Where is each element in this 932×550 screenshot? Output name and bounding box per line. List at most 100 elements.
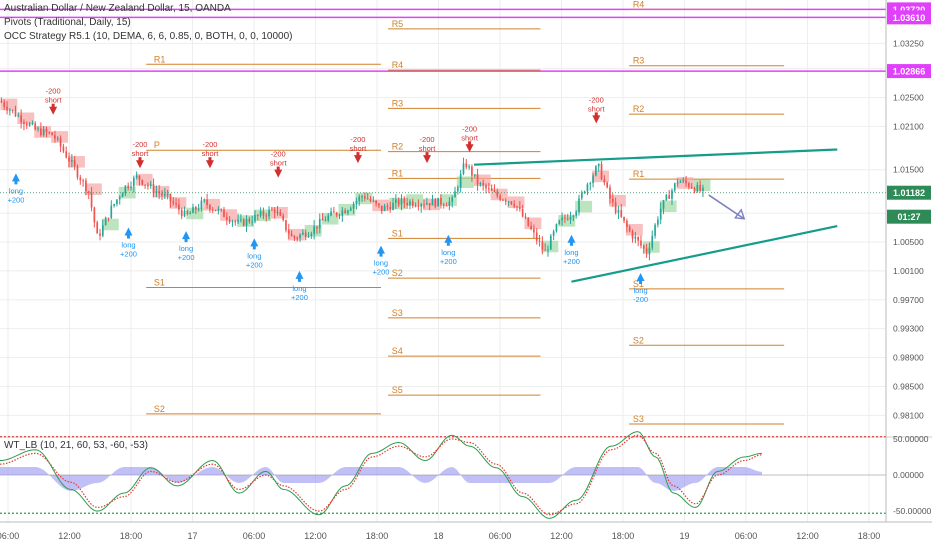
candle-body	[592, 175, 594, 184]
candle-body	[93, 207, 96, 223]
candle-body	[451, 197, 454, 202]
candle-body	[223, 209, 225, 218]
candle-body	[217, 209, 220, 211]
trendline[interactable]	[571, 225, 838, 283]
candle-body	[62, 146, 65, 152]
candle-body	[347, 210, 349, 214]
candle-body	[324, 220, 327, 222]
long-arrow-icon	[250, 238, 259, 247]
candle-body	[25, 123, 28, 126]
trendlines[interactable]	[473, 148, 838, 283]
candle-body	[304, 232, 307, 238]
candle-body	[333, 211, 335, 213]
strategy-zone	[524, 217, 542, 230]
candle-body	[648, 247, 651, 255]
price-tick-label: 1.02500	[893, 93, 924, 103]
candle-body	[299, 234, 301, 239]
candle-body	[90, 192, 93, 208]
candle-body	[203, 199, 206, 201]
candle-body	[11, 109, 14, 111]
candle-body	[378, 203, 380, 206]
candle-body	[172, 201, 175, 204]
strategy-zone	[439, 194, 457, 206]
strategy-zone	[456, 176, 474, 188]
strategy-zone	[17, 112, 35, 124]
time-tick-label: 06:00	[489, 531, 512, 541]
candle-body	[518, 207, 521, 209]
candle-body	[335, 212, 338, 216]
long-signal-label: long	[292, 284, 306, 293]
pivot-label: S3	[392, 308, 403, 318]
candle-body	[606, 182, 609, 188]
candle-body	[671, 190, 673, 199]
candle-body	[426, 203, 428, 205]
long-signal-amount: +200	[120, 250, 137, 259]
price-badge	[887, 64, 931, 79]
candle-body	[9, 109, 11, 111]
price-tick-label: 0.98500	[893, 381, 924, 391]
candle-body	[564, 217, 566, 219]
candle-body	[490, 188, 493, 191]
candle-body	[685, 180, 687, 184]
long-arrow-icon	[124, 227, 133, 236]
candle-body	[175, 203, 177, 205]
candle-body	[406, 202, 408, 206]
short-signal-label: short	[45, 96, 63, 105]
pivot-label: R1	[392, 168, 404, 178]
candle-body	[155, 191, 158, 193]
candle-body	[231, 221, 234, 223]
pivot-label: R1	[633, 169, 645, 179]
wt2-line	[0, 434, 763, 516]
price-badge	[887, 10, 931, 25]
candle-body	[369, 198, 372, 201]
time-tick-label: 18:00	[120, 531, 143, 541]
candle-body	[20, 115, 22, 123]
short-signal-label: short	[461, 133, 479, 142]
pivot-label: R2	[392, 142, 404, 152]
strategy-zone	[84, 183, 102, 196]
strategy-zone	[0, 98, 18, 111]
long-signal-amount: +200	[7, 195, 24, 204]
candle-body	[487, 188, 490, 190]
strategy-zone	[558, 215, 576, 227]
candle-body	[54, 135, 56, 139]
candle-body	[118, 197, 121, 200]
short-arrow-stem	[276, 166, 280, 171]
candle-body	[673, 183, 676, 191]
candle-body	[395, 199, 397, 203]
chart-grid	[0, 0, 886, 522]
strategy-zone	[473, 174, 491, 187]
candle-body	[110, 205, 113, 219]
projection-arrow-line[interactable]	[708, 194, 745, 220]
strategy-zone	[541, 240, 559, 253]
short-arrow-stem	[425, 152, 429, 157]
candle-body	[48, 132, 51, 134]
price-badge-label: 1.03610	[893, 13, 926, 23]
candle-body	[220, 209, 223, 211]
trendline[interactable]	[473, 148, 838, 166]
candle-body	[225, 217, 228, 220]
pivots-indicator-title[interactable]: Pivots (Traditional, Daily, 15)	[4, 17, 131, 28]
candle-body	[211, 209, 214, 211]
candle-body	[623, 216, 625, 221]
candle-body	[45, 129, 48, 133]
candle-body	[107, 217, 110, 219]
candle-body	[445, 205, 448, 207]
candle-body	[268, 209, 270, 217]
oscillator-title[interactable]: WT_LB (10, 21, 60, 53, -60, -53)	[4, 440, 148, 451]
candle-body	[113, 204, 115, 206]
candle-body	[510, 201, 513, 205]
candle-body	[541, 241, 544, 250]
candle-body	[209, 204, 211, 210]
strategy-zone	[51, 131, 69, 143]
candle-body	[0, 101, 3, 103]
long-signal-label: long	[121, 241, 135, 250]
strategy-indicator-title[interactable]: OCC Strategy R5.1 (10, DEMA, 6, 6, 0.85,…	[4, 31, 293, 42]
candle-body	[355, 200, 358, 204]
candle-body	[420, 204, 423, 207]
wt-histogram	[0, 467, 762, 491]
candle-body	[471, 166, 473, 176]
candle-body	[372, 200, 375, 202]
time-tick-label: 18:00	[366, 531, 389, 541]
